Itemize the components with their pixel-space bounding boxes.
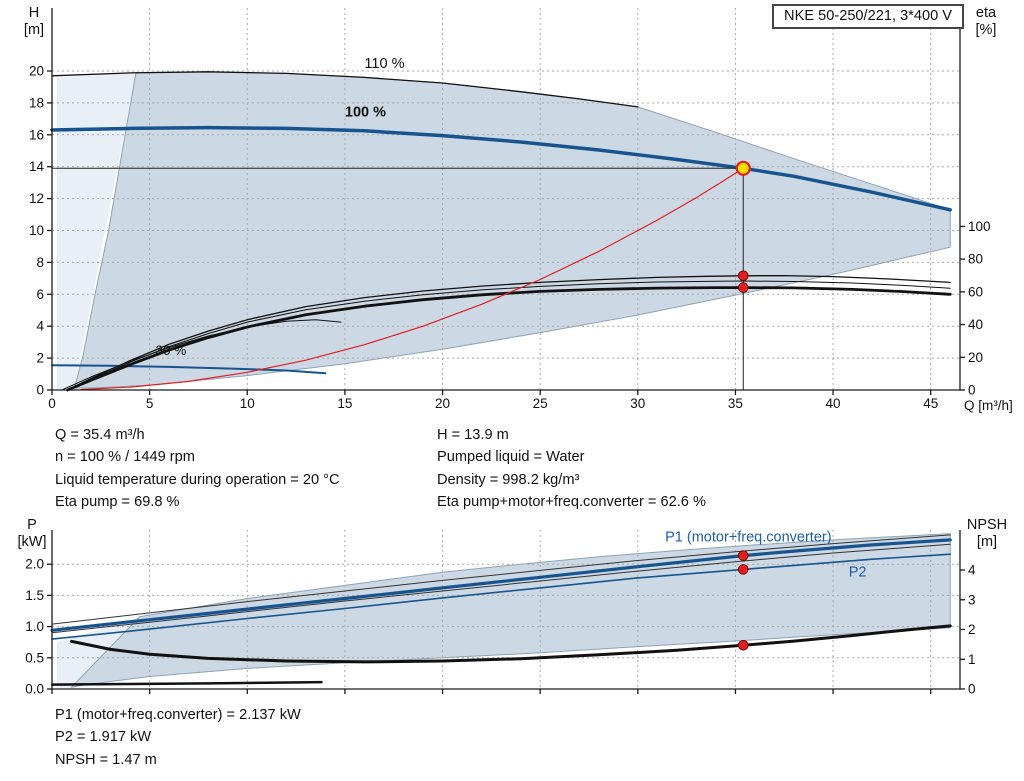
p-axis-symbol: P [27, 517, 37, 533]
y-tick-label: 4 [36, 319, 44, 334]
x-tick-label: 25 [533, 396, 548, 411]
curve-110-percent [51, 71, 639, 108]
eta-pump-motor-curve [67, 280, 951, 391]
p-axis-label: P [kW] [12, 517, 52, 551]
y2-tick-label: 4 [968, 563, 976, 578]
y2-tick-label: 3 [968, 592, 976, 607]
info-speed: n = 100 % / 1449 rpm [55, 449, 195, 466]
eta-low-speed-curve [61, 319, 342, 391]
curve-30-percent [51, 364, 327, 375]
y2-tick-label: 40 [968, 317, 983, 332]
info-npsh: NPSH = 1.47 m [55, 751, 157, 768]
q-axis-label: Q [m³/h] [964, 398, 1013, 413]
p2-110-curve [51, 543, 951, 634]
y-tick-label: 18 [29, 95, 44, 110]
power-envelope [70, 533, 951, 688]
eta-pump-curve [66, 274, 951, 391]
x-tick-label: 35 [728, 396, 743, 411]
y2-tick-label: 2 [968, 622, 976, 637]
label-100-percent: 100 % [345, 104, 386, 120]
duty-info-right: H = 13.9 m Pumped liquid = Water Density… [437, 424, 706, 513]
x-tick-label: 0 [48, 396, 56, 411]
y-tick-label: 2 [36, 351, 44, 366]
x-tick-label: 30 [630, 396, 645, 411]
pump-model-box: NKE 50-250/221, 3*400 V [772, 4, 964, 29]
y-tick-label: 8 [36, 255, 44, 270]
duty-info-left: Q = 35.4 m³/h n = 100 % / 1449 rpm Liqui… [55, 424, 340, 513]
x-tick-label: 5 [146, 396, 154, 411]
label-p2: P2 [849, 565, 867, 581]
x-tick-label: 20 [435, 396, 450, 411]
npsh-curve [70, 624, 952, 664]
h-axis-unit: [m] [23, 22, 45, 38]
npsh-axis-symbol: NPSH [966, 517, 1008, 533]
eta-axis-symbol: eta [975, 5, 997, 21]
y2-tick-label: 60 [968, 284, 983, 299]
y-tick-label: 10 [29, 223, 44, 238]
label-110-percent: 110 % [364, 56, 404, 72]
h-axis-symbol: H [28, 5, 40, 21]
eta-total-point [737, 282, 749, 293]
y-tick-label: 1.0 [25, 619, 44, 634]
operating-envelope [73, 71, 951, 389]
npsh-axis-unit: [m] [976, 534, 998, 550]
npsh-axis-label: NPSH [m] [958, 517, 1016, 551]
power-envelope-light [56, 616, 140, 688]
x-tick-label: 40 [826, 396, 841, 411]
eta-axis-unit: [%] [975, 22, 997, 38]
y-tick-label: 6 [36, 287, 44, 302]
y2-tick-label: 20 [968, 350, 983, 365]
label-p1: P1 (motor+freq.converter) [665, 530, 831, 546]
p1-curve [50, 538, 952, 632]
y2-tick-label: 0 [968, 383, 976, 398]
y-tick-label: 14 [29, 159, 45, 174]
y2-tick-label: 80 [968, 252, 983, 267]
y-tick-label: 2.0 [25, 557, 44, 572]
info-head: H = 13.9 m [437, 427, 509, 443]
p1-110-curve [51, 534, 951, 625]
h-axis-label: H [m] [16, 5, 52, 39]
info-p2: P2 = 1.917 kW [55, 729, 152, 746]
info-eta-pump: Eta pump = 69.8 % [55, 493, 180, 510]
info-pumped-liquid: Pumped liquid = Water [437, 449, 585, 466]
p2-curve [51, 553, 952, 640]
info-eta-total: Eta pump+motor+freq.converter = 62.6 % [437, 493, 706, 510]
p-axis-unit: [kW] [17, 534, 47, 550]
y-tick-label: 20 [29, 64, 44, 79]
y-tick-label: 12 [29, 191, 44, 206]
curve-100-percent [50, 125, 952, 212]
label-30-percent: 30 % [155, 343, 186, 358]
x-tick-label: 10 [240, 396, 255, 411]
info-density: Density = 998.2 kg/m³ [437, 471, 580, 488]
p1-point [737, 550, 749, 561]
x-tick-label: 45 [923, 396, 938, 411]
operating-envelope-light [56, 72, 136, 390]
y-tick-label: 1.5 [25, 588, 44, 603]
info-p1: P1 (motor+freq.converter) = 2.137 kW [55, 707, 301, 723]
eta-pump-point [737, 270, 749, 282]
p2-point [737, 564, 749, 575]
power-info-block: P1 (motor+freq.converter) = 2.137 kW P2 … [55, 704, 301, 771]
y-tick-label: 0.5 [25, 650, 44, 665]
system-curve [80, 167, 744, 391]
y-tick-label: 0.0 [25, 682, 44, 697]
info-liquid-temperature: Liquid temperature during operation = 20… [55, 471, 340, 488]
y2-tick-label: 0 [968, 682, 976, 697]
eta-total-curve [66, 286, 952, 392]
y2-tick-label: 100 [968, 219, 991, 234]
y-tick-label: 0 [36, 383, 44, 398]
y-tick-label: 16 [29, 127, 44, 142]
p-30-percent-curve [50, 680, 323, 686]
npsh-point [737, 639, 749, 651]
info-flow: Q = 35.4 m³/h [55, 427, 145, 443]
x-tick-label: 15 [337, 396, 352, 411]
duty-point [735, 160, 751, 176]
eta-axis-label: eta [%] [964, 5, 1008, 39]
y2-tick-label: 1 [968, 652, 976, 667]
